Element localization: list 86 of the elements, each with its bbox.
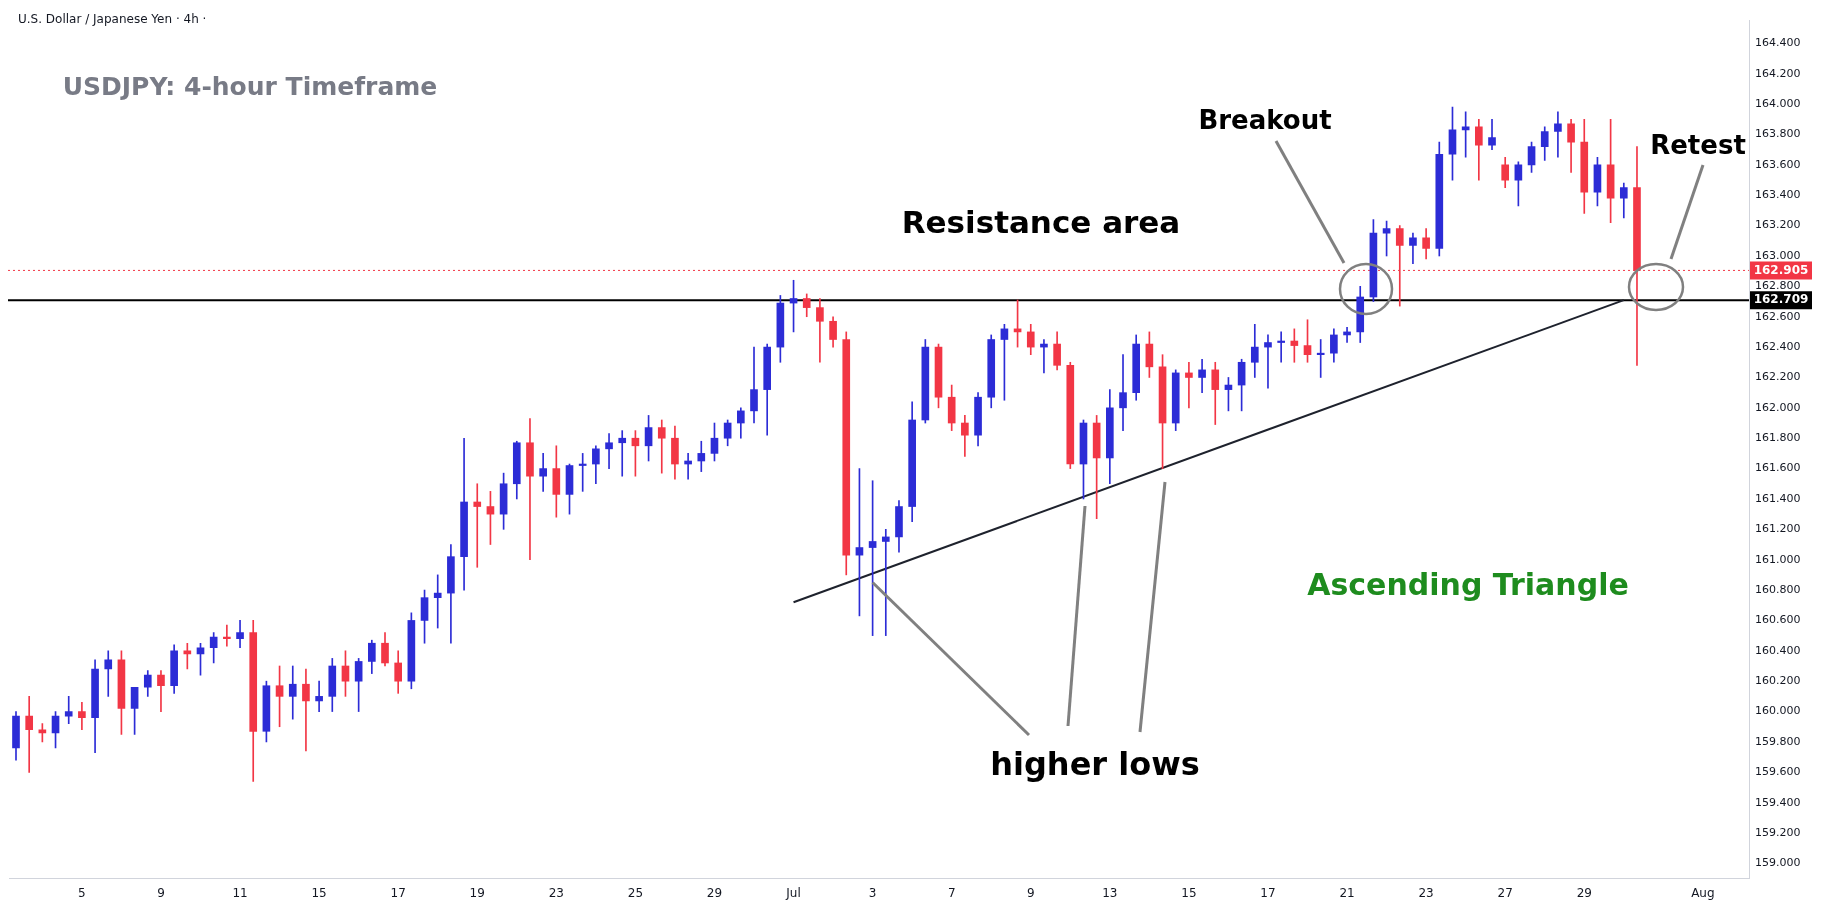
x-tick-label: 7 <box>947 885 956 900</box>
y-tick-label: 164.200 <box>1755 66 1801 80</box>
x-tick-label: 15 <box>311 885 327 900</box>
candlestick <box>881 529 890 636</box>
y-tick-label: 162.200 <box>1755 370 1801 384</box>
x-tick-label: 27 <box>1497 885 1513 900</box>
y-tick-label: 162.000 <box>1755 400 1801 414</box>
y-tick-label: 161.200 <box>1755 522 1801 536</box>
candlestick <box>236 620 244 649</box>
candlestick <box>1185 361 1193 409</box>
candlestick <box>78 702 86 731</box>
y-tick-label: 163.000 <box>1755 248 1801 262</box>
chart-subtitle: U.S. Dollar / Japanese Yen · 4h · <box>18 12 207 26</box>
y-tick-label: 160.200 <box>1755 674 1801 688</box>
candlestick <box>578 453 587 492</box>
candlestick <box>1316 339 1325 378</box>
y-tick-label: 159.600 <box>1755 765 1801 779</box>
candlestick <box>302 668 310 752</box>
x-tick-label: 11 <box>232 885 248 900</box>
candlestick <box>657 419 666 474</box>
x-tick-label: 17 <box>1260 885 1276 900</box>
candlestick <box>223 624 231 647</box>
candlestick <box>64 696 73 725</box>
y-tick-label: 163.800 <box>1755 127 1801 141</box>
y-tick-label: 159.000 <box>1755 856 1801 870</box>
candlestick <box>816 298 824 363</box>
x-tick-label: 23 <box>548 885 564 900</box>
y-tick-label: 164.000 <box>1755 96 1801 110</box>
y-tick-label: 164.400 <box>1755 36 1801 50</box>
annotation: Ascending Triangle <box>1307 566 1629 602</box>
y-tick-label: 159.400 <box>1755 795 1801 809</box>
candlestick <box>1264 334 1272 389</box>
text: USDJPY: 4-hour Timeframe <box>62 71 438 101</box>
y-tick-label: 160.800 <box>1755 582 1801 596</box>
candlestick <box>1277 331 1285 363</box>
candlestick <box>104 650 113 697</box>
y-tick-label: 161.600 <box>1755 461 1801 475</box>
annotation: Resistance area <box>901 204 1181 240</box>
ref-line-label: 162.905 <box>1753 262 1809 277</box>
x-tick-label: 29 <box>1576 885 1592 900</box>
candlestick <box>1198 358 1206 393</box>
candlestick <box>433 574 442 629</box>
x-tick-label: 23 <box>1418 885 1434 900</box>
candlestick <box>183 642 192 670</box>
y-tick-label: 162.600 <box>1755 309 1801 323</box>
x-tick-label: 13 <box>1102 885 1118 900</box>
x-tick-label: 3 <box>868 885 877 900</box>
y-tick-label: 161.400 <box>1755 491 1801 505</box>
candlestick <box>1554 111 1562 158</box>
annotation: Retest <box>1650 130 1746 160</box>
x-tick-label: Aug <box>1691 885 1715 900</box>
x-tick-label: 15 <box>1181 885 1197 900</box>
y-tick-label: 159.800 <box>1755 734 1801 748</box>
candlestick <box>157 670 165 712</box>
x-tick-label: 25 <box>627 885 644 900</box>
y-tick-label: 162.800 <box>1755 279 1801 293</box>
candlestick <box>1119 354 1127 431</box>
annotation: Breakout <box>1198 105 1332 135</box>
y-tick-label: 160.400 <box>1755 643 1801 657</box>
y-tick-label: 161.800 <box>1755 431 1801 445</box>
annotation: higher lows <box>990 745 1200 783</box>
y-tick-label: 160.600 <box>1755 613 1801 627</box>
x-tick-label: 9 <box>1026 885 1035 900</box>
candlestick <box>605 433 613 469</box>
x-tick-label: 19 <box>469 885 485 900</box>
y-tick-label: 162.400 <box>1755 339 1801 353</box>
x-tick-label: 21 <box>1339 885 1355 900</box>
candlestick <box>25 696 34 773</box>
y-tick-label: 163.600 <box>1755 157 1801 171</box>
candlestick <box>526 418 534 561</box>
x-tick-label: 5 <box>78 885 86 900</box>
candlestick <box>315 680 323 712</box>
y-tick-label: 161.000 <box>1755 552 1801 566</box>
y-tick-label: 163.200 <box>1755 218 1801 232</box>
x-tick-label: 17 <box>390 885 406 900</box>
candlestick <box>288 665 297 720</box>
y-tick-label: 159.200 <box>1755 825 1801 839</box>
candlestick <box>473 483 482 568</box>
x-tick-label: 29 <box>706 885 723 900</box>
ref-line-label: 162.709 <box>1753 292 1809 307</box>
y-tick-label: 163.400 <box>1755 188 1801 202</box>
x-tick-label: 9 <box>157 885 165 900</box>
y-tick-label: 160.000 <box>1755 704 1801 718</box>
candlestick <box>618 430 627 477</box>
x-tick-label: Jul <box>785 885 801 900</box>
candlestick <box>539 453 547 492</box>
